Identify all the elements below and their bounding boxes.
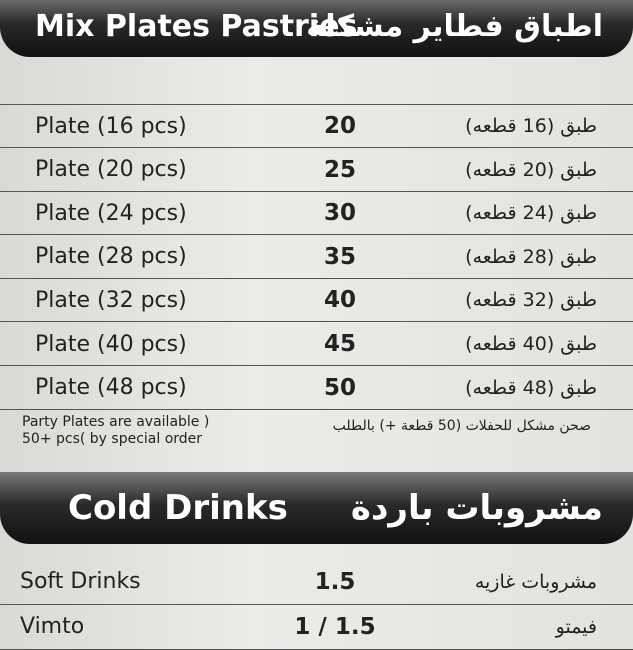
section-title-ar: مشروبات باردة (350, 488, 603, 528)
section-header: Mix Plates Pastries اطباق فطاير مشكلة (0, 0, 633, 57)
menu-row: Plate (16 pcs) 20 طبق (16 قطعه) (0, 105, 633, 149)
menu-row: Vimto 1 / 1.5 فيمتو (0, 605, 633, 650)
item-price: 20 (323, 113, 356, 140)
section-title: Mix Plates Pastries (35, 8, 358, 44)
menu-row: Soft Drinks 1.5 مشروبات غازيه (0, 560, 633, 605)
note: Party Plates are available ) 50+ pcs( by … (22, 414, 209, 448)
menu-row: Plate (24 pcs) 30 طبق (24 قطعه) (0, 192, 633, 236)
menu-row: Plate (28 pcs) 35 طبق (28 قطعه) (0, 236, 633, 279)
item-price: 30 (323, 200, 356, 227)
item-name-ar: طبق (24 قطعه) (465, 202, 597, 225)
item-name-ar: طبق (28 قطعه) (465, 245, 597, 268)
item-price: 45 (323, 331, 356, 358)
item-name: Plate (40 pcs) (35, 331, 187, 357)
item-name-ar: طبق (48 قطعه) (465, 376, 597, 399)
menu-row: Plate (48 pcs) 50 طبق (48 قطعه) (0, 367, 633, 410)
item-name-ar: طبق (20 قطعه) (465, 158, 597, 181)
section-title-ar: اطباق فطاير مشكلة (306, 8, 603, 44)
note-line: Party Plates are available ) (22, 414, 210, 431)
item-price: 35 (323, 243, 356, 270)
item-name-ar: طبق (40 قطعه) (465, 333, 597, 356)
item-name: Plate (24 pcs) (35, 200, 187, 226)
item-name: Plate (48 pcs) (35, 375, 187, 401)
item-price: 1 / 1.5 (294, 613, 376, 640)
item-name: Vimto (20, 614, 85, 640)
note-ar: صحن مشكل للحفلات (50 قطعة +) بالطلب (332, 418, 591, 435)
section-title: Cold Drinks (68, 488, 288, 528)
item-name: Plate (32 pcs) (35, 287, 187, 313)
menu-row: Plate (32 pcs) 40 طبق (32 قطعه) (0, 279, 633, 323)
item-name-ar: فيمتو (555, 615, 597, 638)
item-name-ar: مشروبات غازيه (474, 570, 597, 593)
note-line: 50+ pcs( by special order (22, 431, 203, 448)
menu-row: Plate (40 pcs) 45 طبق (40 قطعه) (0, 323, 633, 367)
item-price: 1.5 (314, 568, 356, 595)
menu-row: Plate (20 pcs) 25 طبق (20 قطعه) (0, 149, 633, 192)
item-name: Plate (20 pcs) (35, 157, 187, 183)
section-header: Cold Drinks مشروبات باردة (0, 472, 633, 544)
row-line (0, 104, 633, 105)
item-name: Plate (16 pcs) (35, 113, 187, 139)
item-name: Plate (28 pcs) (35, 244, 187, 270)
item-name-ar: طبق (16 قطعه) (465, 115, 597, 138)
item-price: 40 (323, 287, 356, 314)
item-name-ar: طبق (32 قطعه) (465, 289, 597, 312)
item-price: 25 (323, 156, 356, 183)
item-price: 50 (323, 374, 356, 401)
item-name: Soft Drinks (20, 569, 141, 595)
